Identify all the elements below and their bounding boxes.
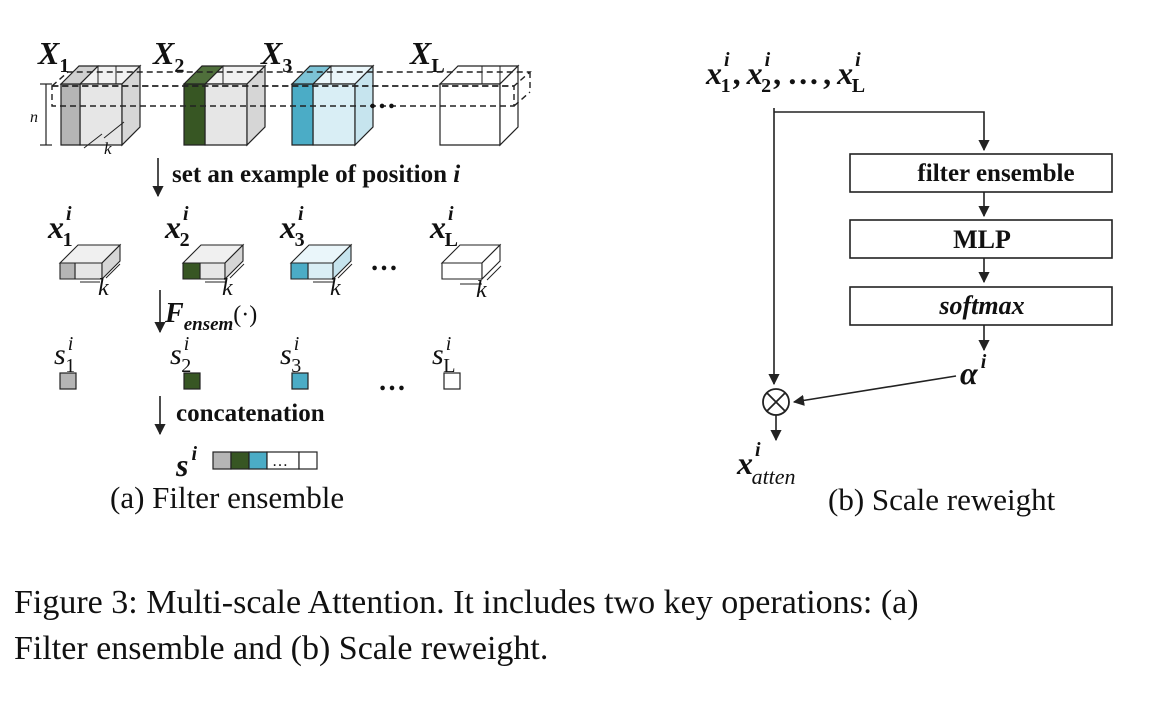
dimension-k-top: k: [83, 121, 125, 158]
input-to-filter-arrow: [774, 111, 990, 152]
caption-line-2: Filter ensemble and (b) Scale reweight.: [14, 630, 549, 667]
softmax-label: softmax: [938, 291, 1024, 320]
ellipsis-scores: …: [378, 366, 406, 397]
k-marks: [80, 263, 502, 285]
n-label: n: [30, 109, 38, 126]
ellipsis-vectors: …: [370, 246, 398, 277]
multiply-node: [762, 388, 790, 416]
subcaption-a: (a) Filter ensemble: [110, 480, 344, 515]
tensor-label-xl: XL: [409, 35, 445, 77]
tensor-label-x1: X1: [37, 35, 69, 77]
concat-cell-s2: [230, 451, 250, 470]
vector-bar-x2: [181, 243, 245, 281]
softmax-box: [849, 286, 1113, 326]
score-square-s3: [291, 372, 309, 390]
mlp-label: MLP: [953, 225, 1011, 254]
ellipsis-tensors: …: [368, 84, 396, 115]
tensor-label-x3: X3: [260, 35, 292, 77]
step3-label: concatenation: [176, 400, 325, 427]
score-square-sl: [443, 372, 461, 390]
input-label: x i 1, x i 2,…, x i L: [705, 49, 865, 97]
concat-ellipsis: …: [272, 453, 288, 470]
k-label: k: [104, 139, 112, 158]
filter-ensemble-box: [849, 153, 1113, 193]
caption-line-1: Figure 3: Multi-scale Attention. It incl…: [14, 584, 919, 621]
position-slice-highlight: [50, 71, 532, 107]
score-square-s2: [183, 372, 201, 390]
figure-caption: Figure 3: Multi-scale Attention. It incl…: [14, 580, 1154, 672]
mlp-box: [849, 219, 1113, 259]
concat-cell-sl: [298, 451, 318, 470]
vector-bar-x1: [58, 243, 122, 281]
score-square-s1: [59, 372, 77, 390]
concat-cell-s3: [248, 451, 268, 470]
alpha-to-multiply-arrow: [792, 375, 957, 406]
concat-vector: …: [212, 451, 318, 470]
step1-label: set an example of position i: [172, 161, 460, 188]
step2-label: Fensem(·): [164, 298, 257, 335]
panel-a-filter-ensemble: X1 X2 X3 XL: [30, 35, 532, 515]
k-label-x1: k: [98, 275, 109, 301]
panel-b-scale-reweight: x i 1, x i 2,…, x i L filter ensemble MLP softma…: [705, 49, 1113, 517]
k-label-x3: k: [330, 275, 341, 301]
k-label-x2: k: [222, 275, 233, 301]
vector-bar-xl: [440, 243, 502, 281]
tensor-label-x2: X2: [152, 35, 184, 77]
subcaption-b: (b) Scale reweight: [828, 482, 1056, 517]
output-label: x i atten: [736, 439, 796, 489]
filter-ensemble-label: filter ensemble: [917, 160, 1074, 187]
k-label-xl: k: [476, 277, 487, 303]
concat-cell-s1: [212, 451, 232, 470]
dimension-n: n: [30, 83, 52, 146]
vector-bar-x3: [289, 243, 353, 281]
